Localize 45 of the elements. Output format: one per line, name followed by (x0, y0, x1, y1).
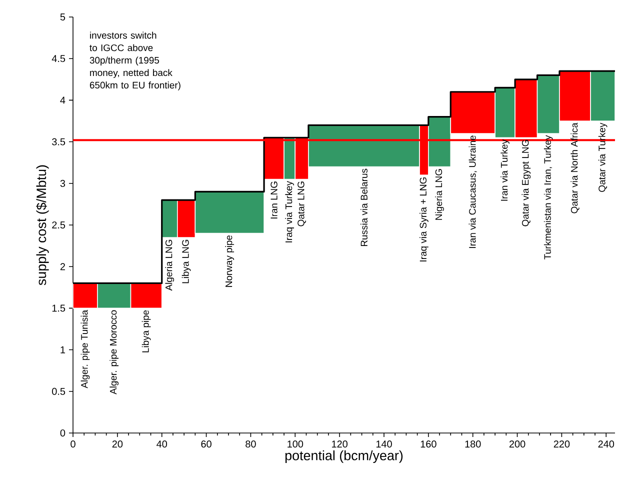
annotation: Iran LNG (270, 182, 278, 218)
x-tick-label: 180 (465, 440, 481, 448)
x-tick-label: 20 (112, 440, 123, 448)
x-axis-title: potential (bcm/year) (285, 450, 403, 463)
y-tick-label: 4.5 (52, 55, 66, 62)
y-axis-title: supply cost ($/Mbtu) (36, 165, 49, 286)
annotation: Iran via Turkey (500, 139, 510, 201)
y-tick-label: 1 (60, 346, 66, 354)
x-tick-label: 220 (554, 440, 570, 448)
annotation: Iraq via Syria + LNG (420, 177, 428, 262)
x-tick-label: 120 (332, 440, 348, 448)
annotation: Qatar via Egypt LNG (522, 140, 531, 226)
annotation: Algeria LNG (165, 240, 174, 291)
annotation: Libya pipe (142, 310, 151, 352)
annotation: Qatar LNG (298, 182, 306, 226)
x-tick-label: 80 (246, 440, 256, 448)
y-tick-label: 1.5 (52, 304, 66, 312)
y-tick-label: 4 (60, 96, 66, 104)
annotation: Alger. pipe Morocco (110, 310, 119, 394)
annotation: Libya LNG (182, 240, 191, 284)
annotation: Iraq via Turkey (285, 180, 294, 242)
y-tick-label: 3 (60, 180, 66, 187)
annotation: Iran via Caucasus, Ukraine (468, 136, 477, 248)
y-tick-label: 0 (60, 429, 66, 437)
annotation: investors switch to IGCC above 30p/therm (1995 money, netted back 650km to EU frontier) (90, 32, 180, 90)
annotation: Turkmenistan via Iran, Turkey (544, 135, 553, 260)
annotation: Qatar via Turkey (598, 122, 608, 192)
x-tick-label: 240 (598, 440, 614, 448)
y-tick-label: 2.5 (52, 221, 66, 229)
y-tick-label: 3.5 (52, 138, 66, 146)
annotation: Qatar via North Africa (570, 122, 580, 214)
x-tick-label: 200 (509, 440, 526, 448)
x-tick-label: 100 (288, 440, 304, 448)
annotation: Nigeria LNG (435, 169, 444, 220)
annotation: Norway pipe (225, 235, 234, 287)
x-tick-label: 160 (420, 440, 436, 448)
x-tick-label: 60 (201, 440, 212, 448)
x-tick-label: 140 (376, 440, 392, 448)
x-tick-label: 40 (156, 440, 168, 448)
y-tick-label: 5 (60, 14, 66, 20)
y-tick-label: 2 (60, 263, 65, 270)
annotation: Russia via Belarus (360, 168, 368, 246)
x-tick-label: 0 (70, 440, 76, 448)
y-tick-label: 0.5 (52, 388, 66, 395)
annotation: Alger. pipe Tunisia (80, 310, 90, 388)
